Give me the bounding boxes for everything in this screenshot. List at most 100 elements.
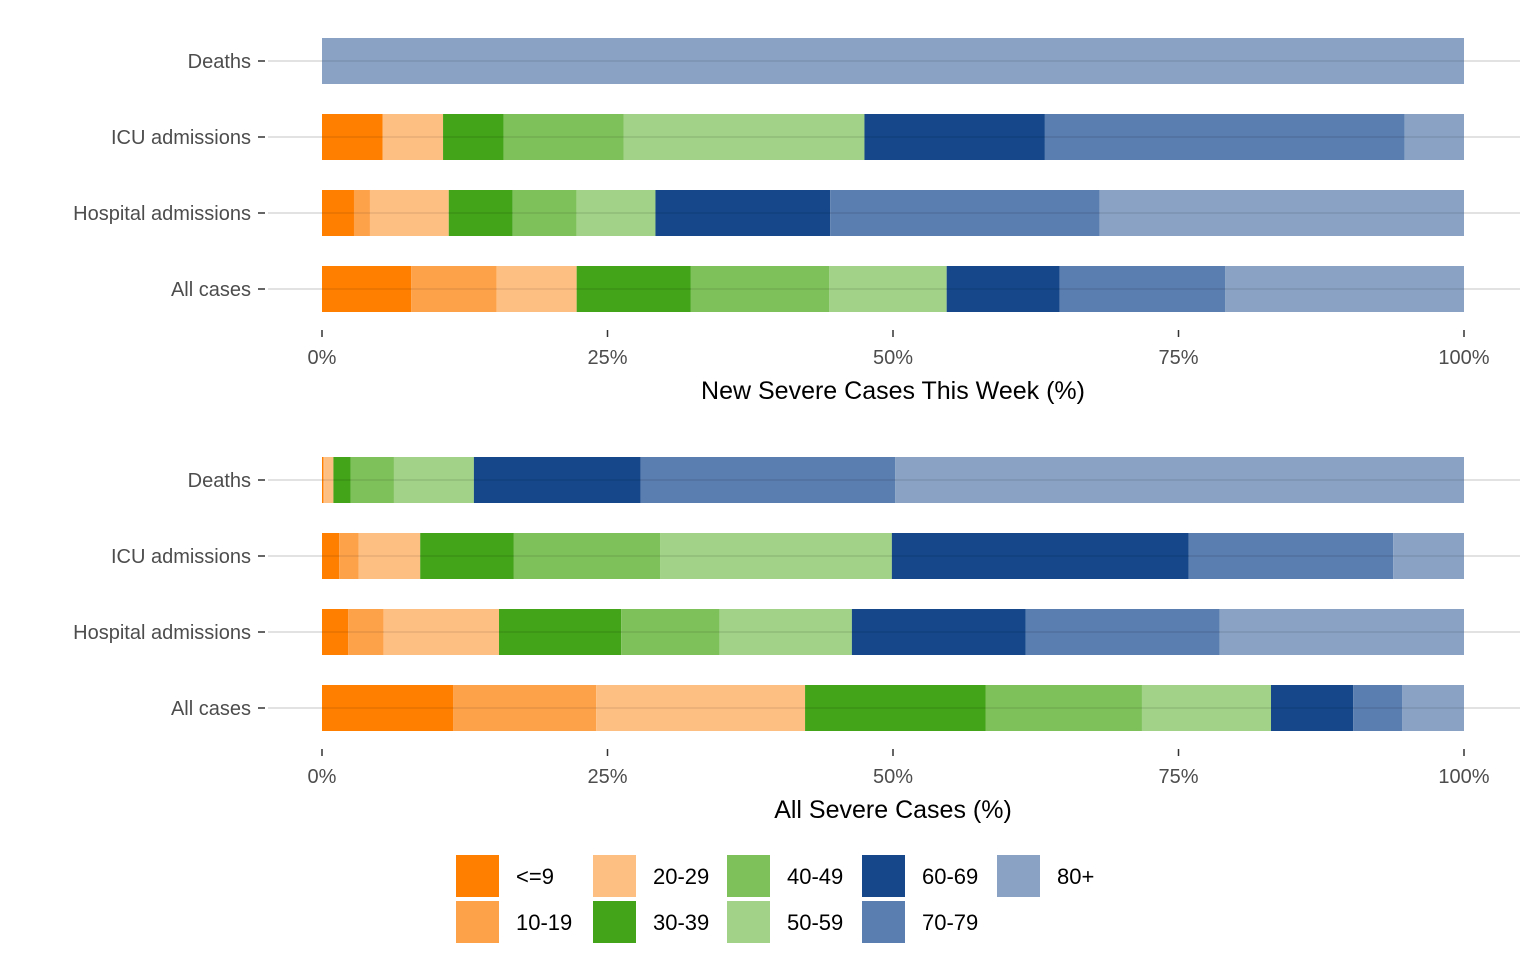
bar-segment-hospital-admissions-10-19 <box>353 190 370 236</box>
x-tick-label-0: 0% <box>308 766 337 788</box>
x-tick-label-2: 50% <box>873 766 913 788</box>
bar-segment-icu-admissions-10-19 <box>339 533 359 579</box>
bar-row-icu-admissions <box>322 533 1464 579</box>
bar-segment-hospital-admissions-le9 <box>322 609 349 655</box>
bar-segment-all-cases-50-59 <box>1141 685 1272 731</box>
legend-swatch-le9 <box>456 855 499 897</box>
legend-swatch-50-59 <box>727 901 770 943</box>
bar-segment-icu-admissions-50-59 <box>623 114 865 160</box>
y-tick-label-hospital-admissions: Hospital admissions <box>73 203 251 225</box>
bar-segment-hospital-admissions-70-79 <box>830 190 1100 236</box>
bar-segment-hospital-admissions-10-19 <box>348 609 384 655</box>
bar-segment-icu-admissions-40-49 <box>503 114 624 160</box>
bar-segment-hospital-admissions-20-29 <box>383 609 500 655</box>
bar-segment-icu-admissions-70-79 <box>1188 533 1394 579</box>
bar-segment-hospital-admissions-le9 <box>322 190 354 236</box>
bar-segment-all-cases-30-39 <box>805 685 986 731</box>
bar-segment-all-cases-10-19 <box>453 685 597 731</box>
legend-swatch-20-29 <box>593 855 636 897</box>
legend-item-le9: <=9 <box>456 855 554 897</box>
bar-segment-deaths-le9 <box>322 457 324 503</box>
x-axis-title: New Severe Cases This Week (%) <box>701 377 1085 405</box>
bar-segment-hospital-admissions-40-49 <box>512 190 577 236</box>
y-tick-label-icu-admissions: ICU admissions <box>111 546 251 568</box>
bar-segment-hospital-admissions-60-69 <box>655 190 831 236</box>
legend-label-20-29: 20-29 <box>653 864 709 889</box>
x-tick-label-0: 0% <box>308 347 337 369</box>
bar-segment-all-cases-70-79 <box>1059 266 1226 312</box>
bar-segment-all-cases-40-49 <box>690 266 830 312</box>
all-severe-cases-panel: Deaths ICU admissions Hospital admissions A… <box>73 457 1520 824</box>
y-tick-label-hospital-admissions: Hospital admissions <box>73 622 251 644</box>
bar-segment-hospital-admissions-20-29 <box>369 190 449 236</box>
x-tick-label-3: 75% <box>1158 766 1198 788</box>
legend-label-10-19: 10-19 <box>516 910 572 935</box>
x-tick-label-4: 100% <box>1438 766 1489 788</box>
bar-segment-hospital-admissions-70-79 <box>1025 609 1220 655</box>
bar-segment-icu-admissions-50-59 <box>660 533 892 579</box>
bar-segment-all-cases-80plus <box>1225 266 1464 312</box>
legend-swatch-30-39 <box>593 901 636 943</box>
bar-segment-all-cases-50-59 <box>829 266 947 312</box>
bar-segment-deaths-60-69 <box>473 457 641 503</box>
legend-label-80plus: 80+ <box>1057 864 1094 889</box>
bar-segment-icu-admissions-60-69 <box>891 533 1189 579</box>
legend-label-30-39: 30-39 <box>653 910 709 935</box>
legend-item-80plus: 80+ <box>997 855 1094 897</box>
bar-segment-hospital-admissions-80plus <box>1099 190 1464 236</box>
bar-segment-icu-admissions-le9 <box>322 533 340 579</box>
y-tick-label-deaths: Deaths <box>188 51 251 73</box>
bar-segment-hospital-admissions-30-39 <box>448 190 513 236</box>
bar-segment-all-cases-40-49 <box>985 685 1142 731</box>
bar-row-icu-admissions <box>322 114 1464 160</box>
y-tick-label-all-cases: All cases <box>171 698 251 720</box>
bar-segment-hospital-admissions-60-69 <box>851 609 1026 655</box>
bar-segment-icu-admissions-70-79 <box>1044 114 1405 160</box>
bar-segment-icu-admissions-30-39 <box>443 114 504 160</box>
bar-segment-all-cases-20-29 <box>496 266 577 312</box>
bar-segment-hospital-admissions-80plus <box>1219 609 1464 655</box>
bar-row-deaths <box>322 38 1464 84</box>
bar-segment-icu-admissions-80plus <box>1404 114 1464 160</box>
bar-segment-hospital-admissions-30-39 <box>499 609 622 655</box>
bar-segment-icu-admissions-80plus <box>1393 533 1464 579</box>
legend-label-70-79: 70-79 <box>922 910 978 935</box>
bar-segment-icu-admissions-30-39 <box>420 533 514 579</box>
x-tick-label-2: 50% <box>873 347 913 369</box>
bar-segment-all-cases-80plus <box>1402 685 1464 731</box>
bar-segment-deaths-80plus <box>322 38 1464 84</box>
bar-row-hospital-admissions <box>322 190 1464 236</box>
x-tick-label-4: 100% <box>1438 347 1489 369</box>
legend-item-30-39: 30-39 <box>593 901 709 943</box>
bar-row-all-cases <box>322 685 1464 731</box>
legend-label-50-59: 50-59 <box>787 910 843 935</box>
legend-swatch-10-19 <box>456 901 499 943</box>
y-tick-label-icu-admissions: ICU admissions <box>111 127 251 149</box>
bar-segment-all-cases-le9 <box>322 266 412 312</box>
legend-item-50-59: 50-59 <box>727 901 843 943</box>
bar-segment-icu-admissions-60-69 <box>864 114 1045 160</box>
bar-segment-icu-admissions-20-29 <box>358 533 421 579</box>
x-tick-label-1: 25% <box>587 766 627 788</box>
age-group-legend: <=9 10-19 20-29 30-39 40-49 50-59 60-69 70-79 80… <box>456 855 1094 943</box>
legend-item-60-69: 60-69 <box>862 855 978 897</box>
new-severe-cases-panel: Deaths ICU admissions Hospital admissions A… <box>73 38 1520 405</box>
bar-segment-hospital-admissions-50-59 <box>576 190 656 236</box>
bar-segment-deaths-20-29 <box>324 457 334 503</box>
legend-label-40-49: 40-49 <box>787 864 843 889</box>
y-tick-label-all-cases: All cases <box>171 279 251 301</box>
legend-label-le9: <=9 <box>516 864 554 889</box>
legend-swatch-40-49 <box>727 855 770 897</box>
legend-swatch-60-69 <box>862 855 905 897</box>
bar-segment-icu-admissions-40-49 <box>513 533 661 579</box>
bar-row-hospital-admissions <box>322 609 1464 655</box>
bar-segment-hospital-admissions-50-59 <box>719 609 852 655</box>
x-axis-title: All Severe Cases (%) <box>774 796 1012 824</box>
bar-segment-hospital-admissions-40-49 <box>621 609 720 655</box>
bar-segment-deaths-40-49 <box>350 457 394 503</box>
x-tick-label-1: 25% <box>587 347 627 369</box>
bar-segment-all-cases-30-39 <box>576 266 691 312</box>
x-tick-label-3: 75% <box>1158 347 1198 369</box>
legend-item-70-79: 70-79 <box>862 901 978 943</box>
